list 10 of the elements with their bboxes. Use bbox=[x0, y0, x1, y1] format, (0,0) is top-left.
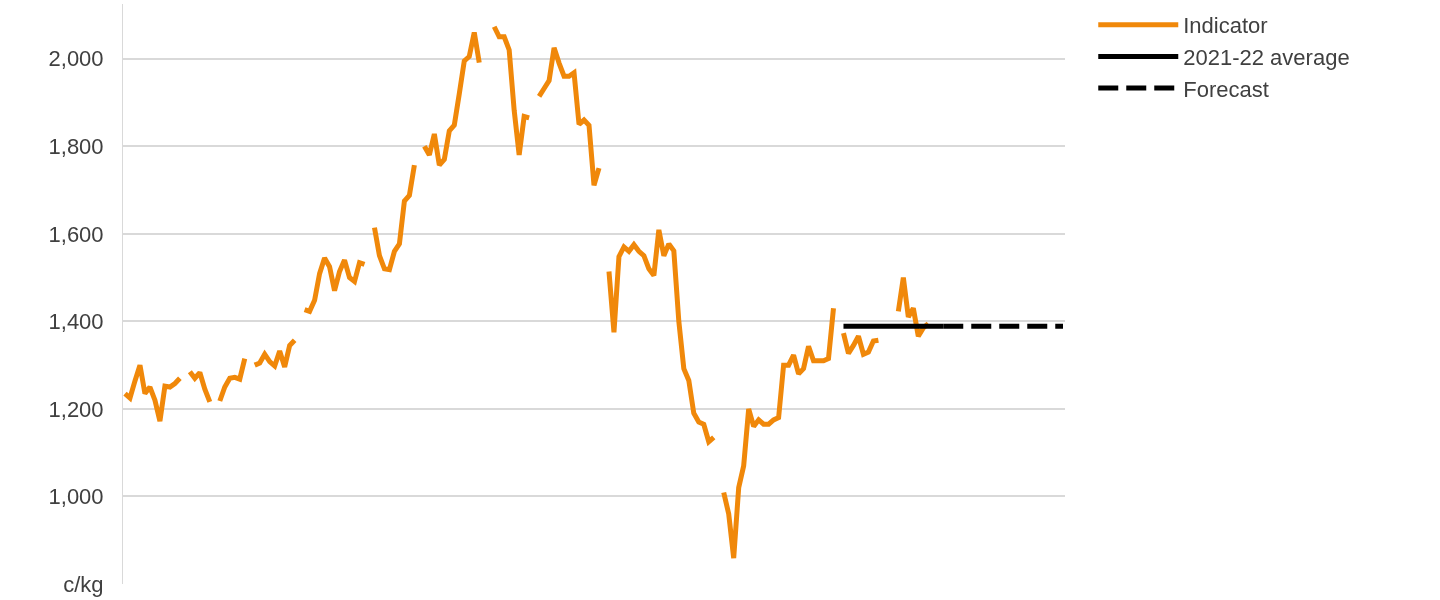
legend-label: Forecast bbox=[1183, 76, 1269, 102]
y-tick-label: 1,600 bbox=[48, 221, 104, 247]
legend-label: 2021-22 average bbox=[1183, 44, 1350, 70]
legend-label: Indicator bbox=[1183, 13, 1268, 39]
y-tick-label: 1,400 bbox=[48, 309, 104, 335]
y-tick-label: 1,000 bbox=[48, 484, 104, 510]
y-tick-label: 1,800 bbox=[48, 133, 104, 159]
y-tick-label: c/kg bbox=[63, 571, 104, 597]
y-tick-label: 2,000 bbox=[48, 46, 104, 72]
y-tick-label: 1,200 bbox=[48, 396, 104, 422]
